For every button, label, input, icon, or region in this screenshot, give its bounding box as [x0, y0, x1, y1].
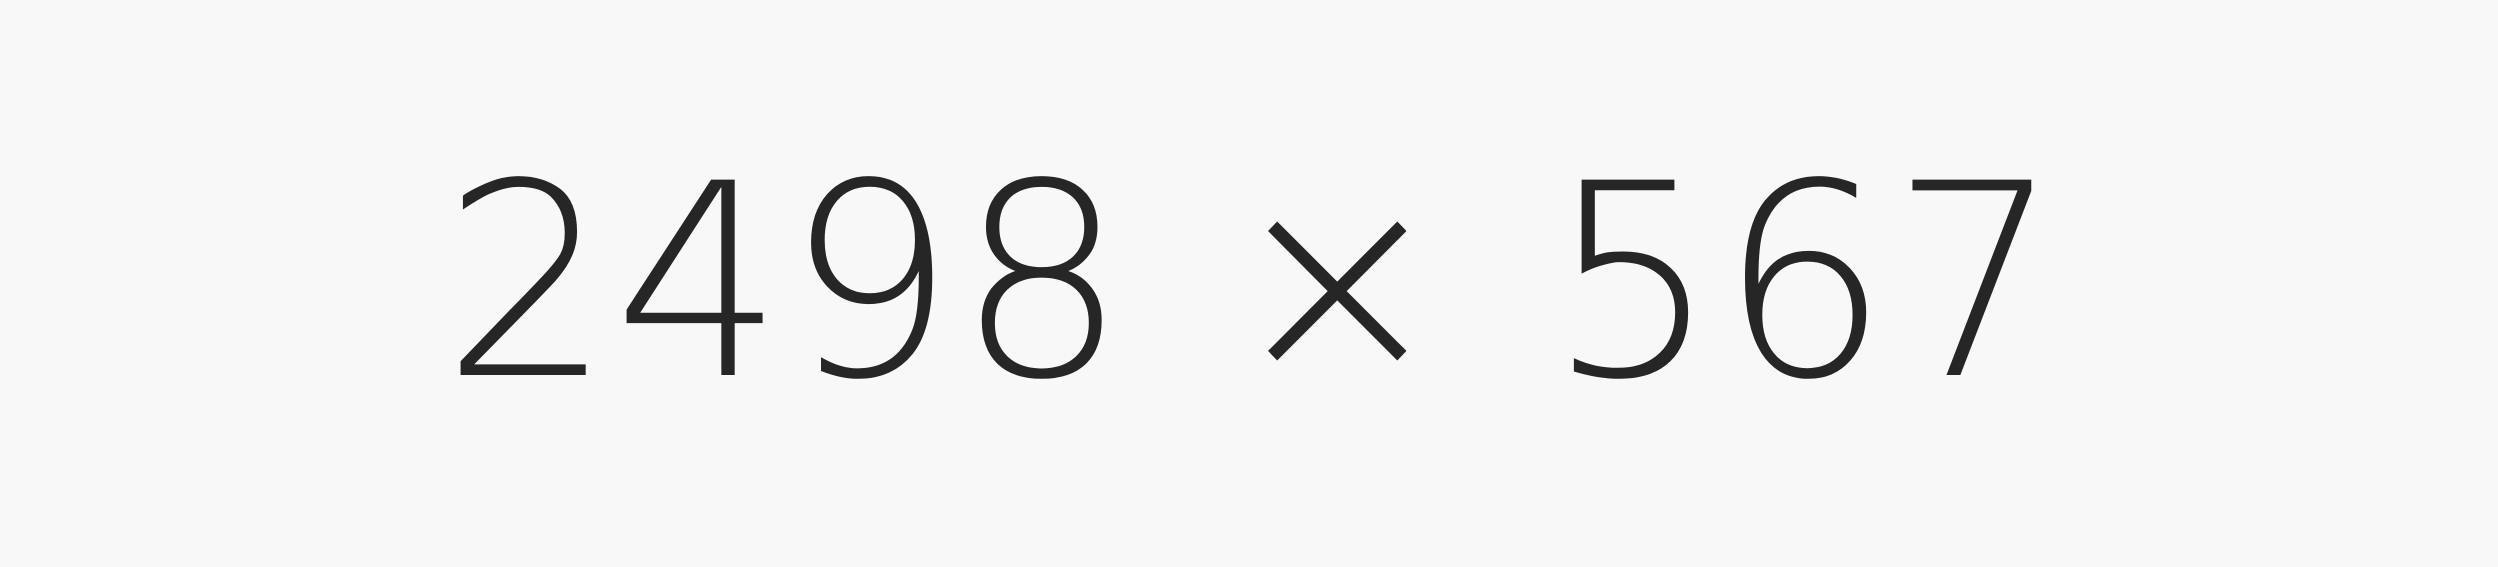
width-value: 2498	[442, 126, 1129, 439]
height-value: 567	[1547, 126, 2062, 439]
dimension-label: 2498 × 567	[442, 149, 2062, 417]
dimension-separator: ×	[1224, 126, 1451, 439]
